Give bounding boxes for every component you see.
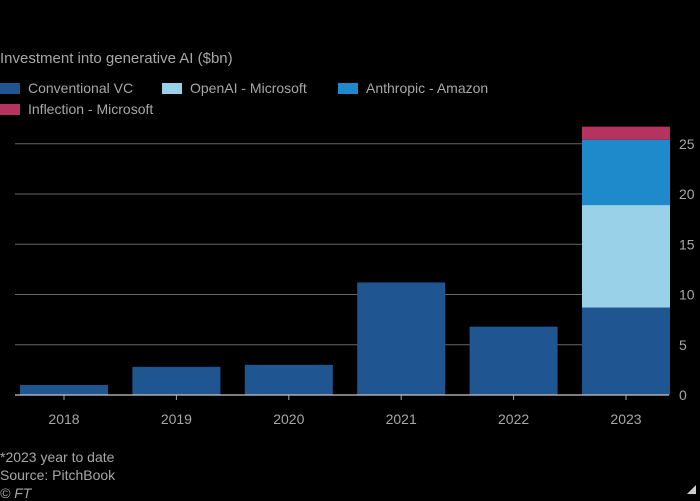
legend-swatch-openai-microsoft [162, 82, 182, 94]
legend-label-openai-microsoft: OpenAI - Microsoft [190, 80, 307, 96]
legend-label-conventional-vc: Conventional VC [28, 80, 134, 96]
x-tick-label-2022: 2022 [498, 411, 529, 427]
bar-2020-conventional-vc [244, 364, 333, 395]
bar-2022-conventional-vc [469, 326, 558, 395]
bar-2023-inflection-microsoft [582, 126, 670, 140]
y-tick-label-10: 10 [679, 287, 695, 303]
legend-item-anthropic-amazon: Anthropic - Amazon [338, 80, 489, 96]
legend-swatch-inflection-microsoft [0, 103, 20, 115]
footnote-year-to-date: *2023 year to date [0, 449, 115, 465]
bar-2023-conventional-vc [582, 307, 670, 395]
source-note: Source: PitchBook [0, 467, 116, 483]
ft-credit: © FT [0, 485, 32, 501]
legend-swatch-anthropic-amazon [338, 82, 358, 94]
bar-2021-conventional-vc [357, 282, 446, 395]
legend-item-conventional-vc: Conventional VC [0, 80, 134, 96]
legend-label-inflection-microsoft: Inflection - Microsoft [28, 101, 154, 117]
x-tick-label-2019: 2019 [161, 411, 192, 427]
legend-swatch-conventional-vc [0, 82, 20, 94]
x-tick-label-2020: 2020 [273, 411, 304, 427]
y-tick-label-20: 20 [679, 186, 695, 202]
x-tick-label-2021: 2021 [386, 411, 417, 427]
legend-item-openai-microsoft: OpenAI - Microsoft [162, 80, 307, 96]
x-tick-label-2018: 2018 [48, 411, 79, 427]
y-tick-label-0: 0 [679, 387, 687, 403]
legend-label-anthropic-amazon: Anthropic - Amazon [366, 80, 489, 96]
legend-item-inflection-microsoft: Inflection - Microsoft [0, 101, 154, 117]
bar-2018-conventional-vc [20, 384, 108, 395]
y-tick-label-5: 5 [679, 337, 687, 353]
corner-mark-icon [687, 485, 696, 494]
bar-2023-anthropic-amazon [582, 139, 670, 206]
bar-2023-openai-microsoft [582, 205, 670, 308]
x-tick-label-2023: 2023 [610, 411, 641, 427]
y-tick-label-15: 15 [679, 236, 695, 252]
y-tick-label-25: 25 [679, 136, 695, 152]
chart-title: Investment into generative AI ($bn) [0, 50, 233, 67]
bar-2019-conventional-vc [132, 366, 221, 395]
